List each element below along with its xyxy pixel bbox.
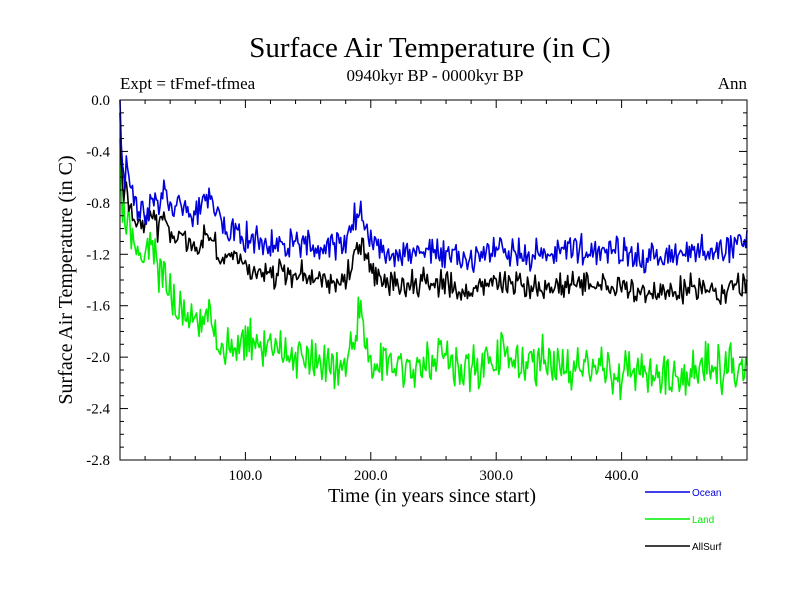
y-tick-label: -0.4 [86, 144, 110, 160]
tick-labels: 100.0 200.0 300.0 400.0 0.0 -0.4 -0.8 -1.2 -1.6 -… [86, 93, 638, 484]
x-tick-label: 300.0 [479, 468, 513, 484]
x-tick-label: 200.0 [354, 468, 388, 484]
chart-title: Surface Air Temperature (in C) [249, 32, 610, 64]
y-tick-label: -2.0 [86, 350, 110, 366]
legend-label-land: Land [692, 515, 714, 526]
y-tick-label: 0.0 [91, 93, 110, 109]
series-line-land [119, 138, 748, 401]
y-tick-label: -2.8 [86, 453, 110, 469]
experiment-label: Expt = tFmef-tfmea [120, 74, 256, 93]
y-tick-label: -0.8 [86, 196, 110, 212]
season-label: Ann [718, 74, 748, 93]
axes [119, 99, 748, 461]
x-axis-label: Time (in years since start) [328, 485, 536, 507]
y-tick-label: -1.6 [86, 299, 110, 315]
legend-label-allsurf: AllSurf [692, 542, 722, 553]
x-tick-label: 400.0 [605, 468, 639, 484]
x-tick-label: 100.0 [229, 468, 263, 484]
series-line-ocean [119, 99, 748, 274]
chart-subtitle: 0940kyr BP - 0000kyr BP [347, 66, 524, 85]
legend: Ocean Land AllSurf [645, 488, 722, 553]
y-tick-label: -2.4 [86, 402, 110, 418]
plot-lines [119, 99, 748, 401]
series-line-allsurf [119, 112, 748, 306]
plot-frame [119, 99, 748, 461]
legend-label-ocean: Ocean [692, 488, 721, 499]
y-axis-label: Surface Air Temperature (in C) [55, 155, 77, 404]
y-tick-label: -1.2 [86, 247, 110, 263]
